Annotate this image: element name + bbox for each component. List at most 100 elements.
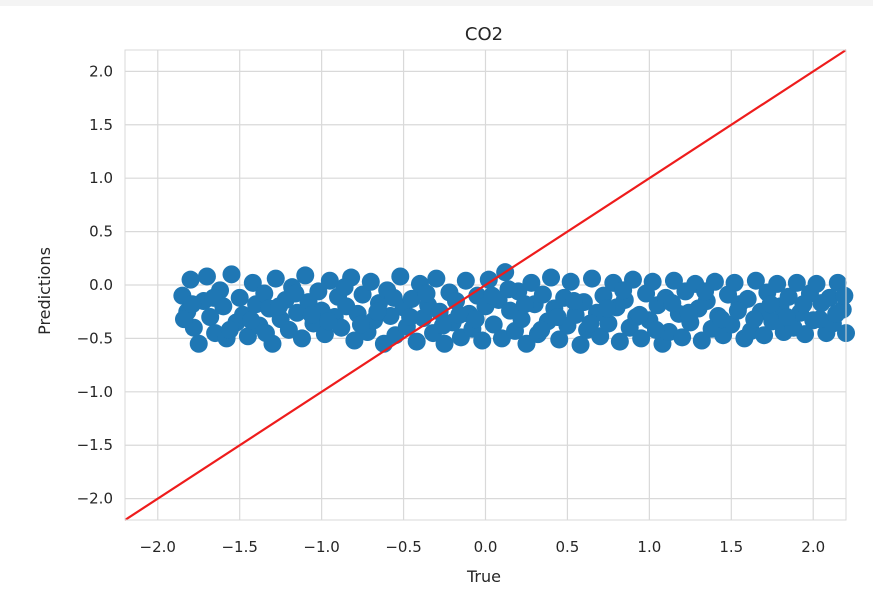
data-point [807,274,826,293]
data-point [679,303,698,322]
data-point [447,292,466,311]
x-tick-label: 0.5 [556,538,580,556]
data-point [319,312,338,331]
data-point [796,325,815,344]
y-tick-label: 0.0 [89,276,113,294]
data-point [550,330,569,349]
data-point [835,286,854,305]
data-point [827,304,846,323]
data-point [292,329,311,348]
data-point [779,287,798,306]
data-point [643,272,662,291]
data-point [725,273,744,292]
data-point [435,334,454,353]
data-point [810,310,829,329]
y-tick-label: −1.0 [77,383,113,401]
data-point [433,316,452,335]
data-point [499,280,518,299]
data-point [728,301,747,320]
x-tick-label: −1.0 [303,538,339,556]
data-point [238,327,257,346]
data-point [696,282,715,301]
data-point [778,308,797,327]
data-point [402,289,421,308]
data-point [197,267,216,286]
y-axis-label: Predictions [35,247,54,335]
data-point [763,312,782,331]
data-point [430,302,449,321]
data-point [384,288,403,307]
data-point [473,331,492,350]
data-point [243,273,262,292]
data-point [632,329,651,348]
data-point [492,329,511,348]
data-point [566,305,585,324]
y-tick-label: 2.0 [89,62,113,80]
x-tick-labels: −2.0 −1.5 −1.0 −0.5 0.0 0.5 1.0 1.5 2.0 [140,538,826,556]
data-point [466,310,485,329]
data-point [610,332,629,351]
y-tick-label: 1.0 [89,169,113,187]
data-point [599,314,618,333]
data-point [515,295,534,314]
y-tick-label: 1.5 [89,116,113,134]
data-point [794,295,813,314]
data-point [181,270,200,289]
data-point [407,332,426,351]
data-point [532,320,551,339]
reference-line [124,49,847,521]
data-point [768,274,787,293]
data-point [345,331,364,350]
data-point [286,284,305,303]
x-tick-label: 1.0 [637,538,661,556]
data-point [571,335,590,354]
data-point [450,305,469,324]
data-point [564,292,583,311]
data-point [745,310,764,329]
data-point [630,305,649,324]
data-point [456,271,475,290]
data-point [417,284,436,303]
data-point [335,278,354,297]
data-point [353,285,372,304]
data-point [401,308,420,327]
plot-frame [124,49,847,521]
data-point [673,328,692,347]
data-point [222,265,241,284]
x-tick-label: 2.0 [801,538,825,556]
data-point [256,324,275,343]
data-point [820,288,839,307]
x-tick-label: 1.5 [719,538,743,556]
x-tick-label: −0.5 [385,538,421,556]
data-point [522,273,541,292]
data-point [220,320,239,339]
data-point [391,267,410,286]
chart-title: CO2 [465,24,503,45]
data-point [189,334,208,353]
data-point [787,273,806,292]
data-point [368,302,387,321]
data-point [302,305,321,324]
data-point [279,320,298,339]
data-point [664,271,683,290]
data-point [484,315,503,334]
data-point [266,269,285,288]
data-point [483,286,502,305]
data-point [542,268,561,287]
data-point [361,272,380,291]
data-point [512,310,531,329]
data-point [479,270,498,289]
top-strip [0,0,873,6]
data-point [351,315,370,334]
data-point [548,308,567,327]
data-point [320,271,339,290]
data-point [296,266,315,285]
y-tick-label: −1.5 [77,436,113,454]
data-point [597,299,616,318]
data-point [174,310,193,329]
x-tick-label: 0.0 [474,538,498,556]
data-point [183,295,202,314]
y-tick-labels: −2.0 −1.5 −1.0 −0.5 0.0 0.5 1.0 1.5 2.0 [77,62,113,507]
data-point [242,311,261,330]
data-point [614,281,633,300]
